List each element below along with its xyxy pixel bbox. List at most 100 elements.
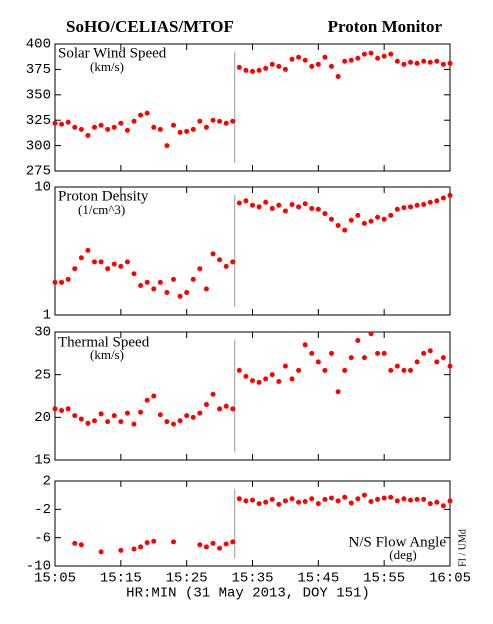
data-point (243, 373, 249, 379)
data-point (394, 58, 400, 64)
x-tick-label: 16:05 (429, 571, 471, 587)
data-point (388, 367, 394, 373)
data-point (124, 127, 130, 133)
data-point (329, 495, 334, 501)
data-point (131, 271, 137, 277)
data-point (157, 279, 163, 285)
data-point (98, 411, 104, 417)
data-point (243, 198, 249, 204)
data-point (302, 499, 308, 505)
data-point (421, 58, 427, 64)
data-point (361, 492, 367, 498)
data-point (434, 198, 440, 204)
panel-title: N/S Flow Angle (348, 534, 446, 550)
data-point (421, 350, 427, 356)
data-point (184, 128, 190, 134)
data-point (118, 419, 124, 425)
data-point (203, 402, 209, 408)
data-point (361, 355, 367, 361)
data-point (190, 414, 196, 420)
data-point (315, 61, 321, 67)
data-point (98, 122, 104, 128)
data-point (263, 199, 269, 205)
data-point (329, 216, 334, 222)
data-point (282, 363, 288, 369)
x-tick-label: 15:25 (166, 571, 208, 587)
data-point (131, 118, 137, 124)
data-point (355, 55, 361, 61)
data-point (427, 501, 433, 507)
data-point (171, 539, 176, 545)
data-point (118, 120, 124, 126)
x-axis-label: HR:MIN (31 May 2013, DOY 151) (126, 586, 370, 602)
data-point (408, 367, 413, 373)
data-point (388, 51, 394, 57)
data-point (263, 376, 269, 382)
data-point (348, 500, 354, 506)
data-point (105, 126, 111, 132)
data-point (269, 496, 275, 502)
data-point (302, 342, 308, 348)
data-point (144, 279, 150, 285)
data-point (329, 63, 334, 69)
data-point (210, 251, 216, 257)
data-point (144, 397, 150, 403)
data-point (236, 367, 242, 373)
data-point (440, 195, 446, 201)
data-point (78, 255, 84, 261)
y-tick-label: 325 (26, 113, 51, 129)
data-point (203, 286, 209, 292)
data-point (296, 54, 302, 60)
data-point (210, 117, 216, 123)
data-point (348, 57, 354, 63)
data-point (157, 412, 163, 418)
data-point (427, 59, 433, 65)
y-tick-label: -6 (34, 530, 51, 546)
data-point (322, 211, 328, 217)
data-point (138, 112, 144, 118)
data-point (315, 359, 321, 365)
data-point (210, 540, 216, 546)
data-point (111, 261, 117, 267)
data-point (217, 406, 223, 412)
data-point (72, 540, 78, 546)
data-point (250, 68, 255, 74)
data-point (282, 66, 288, 72)
data-point (335, 74, 341, 80)
data-point (164, 289, 170, 295)
y-tick-label: -2 (34, 502, 51, 518)
data-point (309, 350, 315, 356)
data-point (394, 498, 400, 504)
data-point (388, 212, 394, 218)
data-point (394, 363, 400, 369)
data-point (78, 416, 84, 422)
data-point (427, 348, 433, 354)
data-point (355, 496, 361, 502)
data-point (111, 124, 117, 130)
data-point (78, 542, 84, 548)
data-point (223, 541, 229, 547)
data-point (447, 363, 453, 369)
data-point (177, 293, 183, 299)
data-point (361, 220, 367, 226)
data-point (164, 419, 170, 425)
data-point (315, 501, 321, 507)
data-point (375, 214, 381, 220)
data-point (190, 126, 196, 132)
y-tick-label: 350 (26, 88, 51, 104)
data-point (447, 498, 453, 504)
y-tick-label: 400 (26, 37, 51, 53)
data-point (263, 65, 269, 71)
data-point (111, 413, 117, 419)
data-point (223, 120, 229, 126)
data-point (289, 201, 295, 207)
data-point (59, 279, 65, 285)
data-point (151, 286, 157, 292)
data-point (151, 393, 157, 399)
data-point (269, 61, 275, 67)
data-point (276, 378, 282, 384)
x-tick-label: 15:35 (231, 571, 273, 587)
data-point (375, 55, 381, 61)
data-point (243, 498, 249, 504)
data-point (434, 499, 440, 505)
